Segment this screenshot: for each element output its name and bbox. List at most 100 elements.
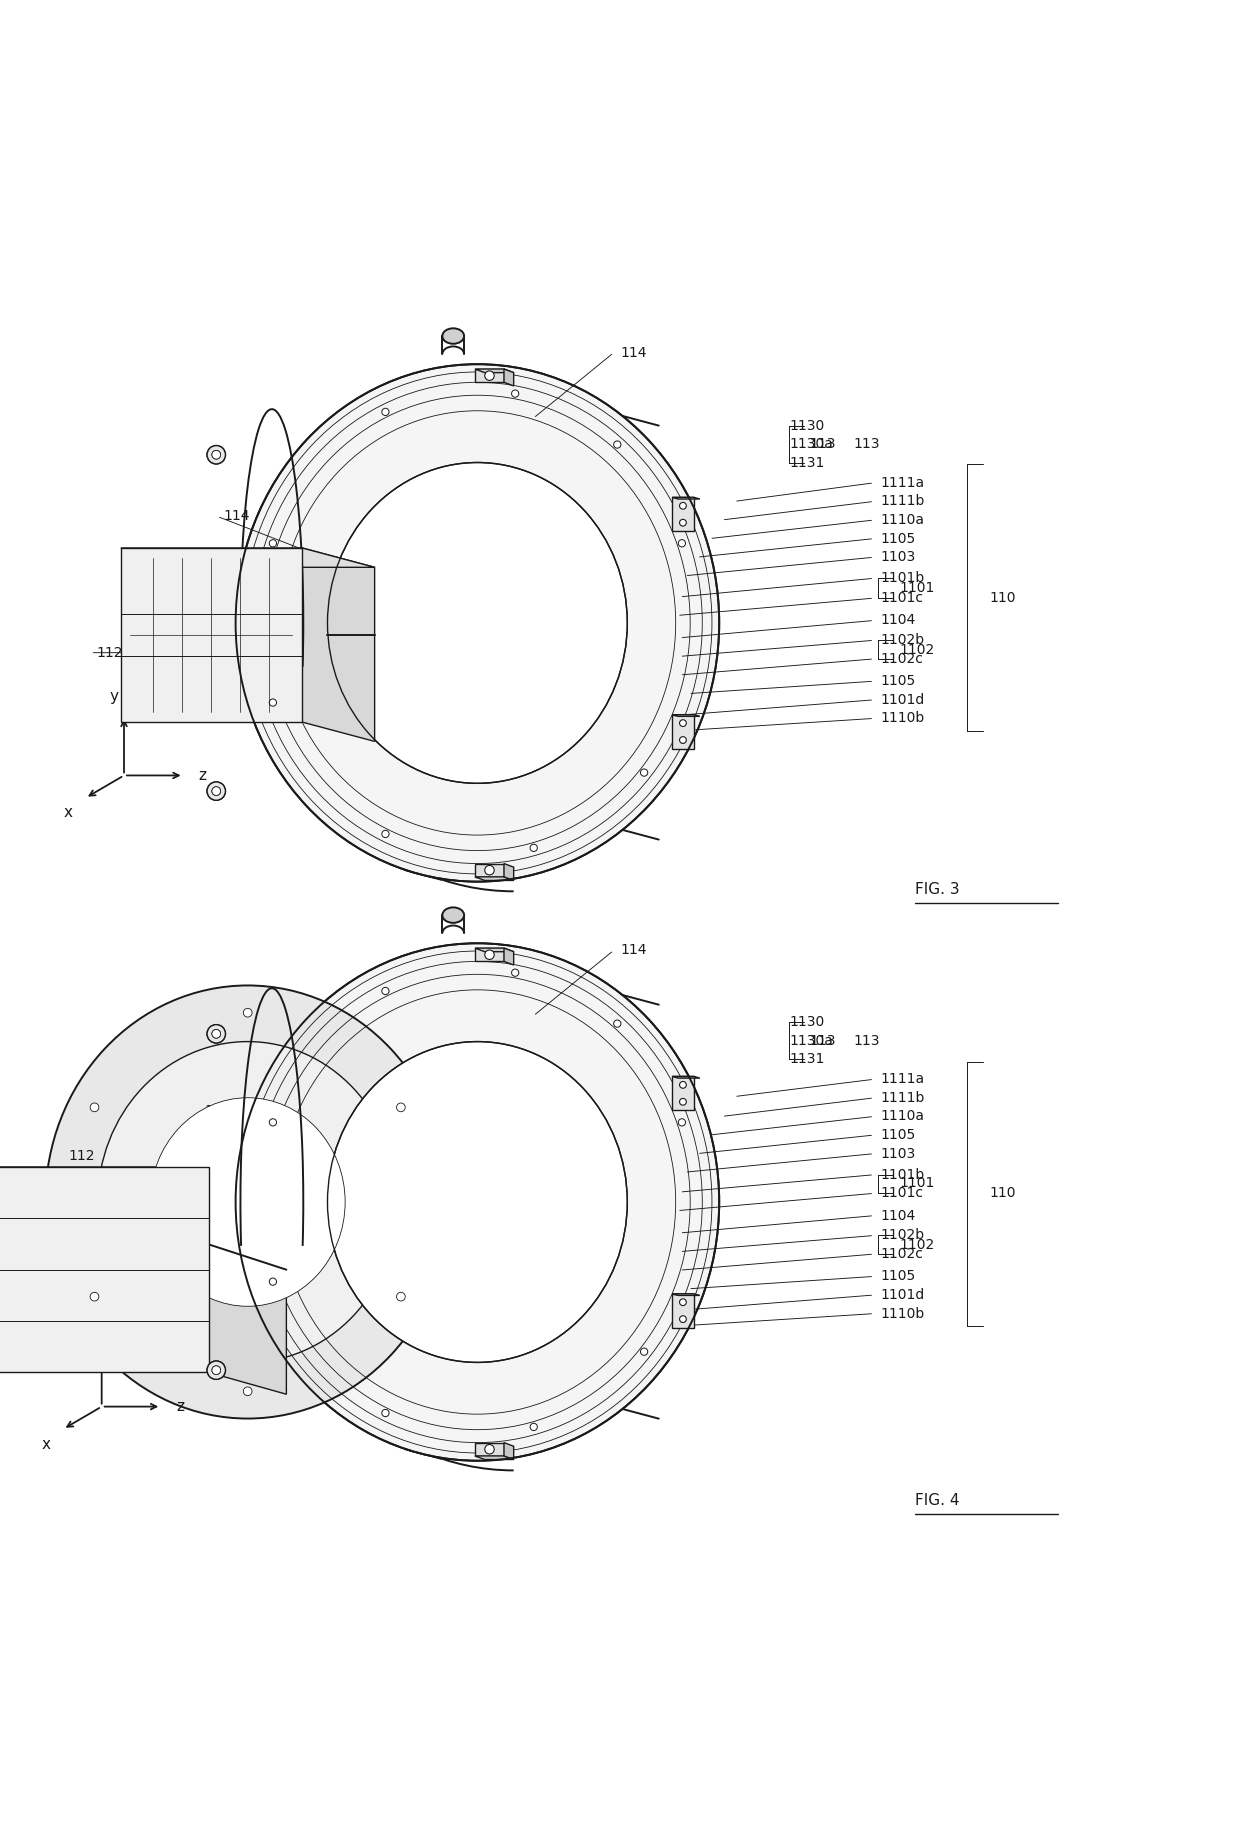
Circle shape xyxy=(382,831,389,838)
Circle shape xyxy=(212,450,221,460)
Text: x: x xyxy=(41,1436,50,1451)
Circle shape xyxy=(382,1408,389,1416)
Text: FIG. 4: FIG. 4 xyxy=(915,1493,960,1508)
Circle shape xyxy=(680,737,686,744)
Circle shape xyxy=(641,1348,647,1355)
Text: 114: 114 xyxy=(620,345,646,360)
Text: 110: 110 xyxy=(990,1187,1016,1200)
Circle shape xyxy=(207,445,226,463)
Circle shape xyxy=(680,1082,686,1089)
Circle shape xyxy=(382,988,389,995)
Text: 1122: 1122 xyxy=(118,1167,153,1180)
Text: 1104: 1104 xyxy=(880,613,915,628)
Text: 1101c: 1101c xyxy=(880,1187,924,1200)
Circle shape xyxy=(512,390,518,397)
Circle shape xyxy=(207,1361,226,1379)
Text: y: y xyxy=(87,1320,97,1335)
Polygon shape xyxy=(475,864,503,877)
Circle shape xyxy=(529,1423,537,1431)
Circle shape xyxy=(207,783,226,801)
Ellipse shape xyxy=(236,943,719,1460)
Circle shape xyxy=(641,770,647,775)
Text: 1130: 1130 xyxy=(790,419,825,432)
Polygon shape xyxy=(303,548,374,742)
Text: 1130a: 1130a xyxy=(790,1034,833,1049)
Ellipse shape xyxy=(150,1098,345,1307)
Text: 1104: 1104 xyxy=(880,1209,915,1222)
Circle shape xyxy=(207,1361,226,1379)
Text: 112,1122: 112,1122 xyxy=(97,646,162,659)
Text: 1130: 1130 xyxy=(790,1015,825,1030)
Text: 1101: 1101 xyxy=(899,581,935,594)
Circle shape xyxy=(485,951,495,960)
Circle shape xyxy=(269,539,277,546)
Polygon shape xyxy=(475,369,503,382)
Text: 1110a: 1110a xyxy=(880,1109,924,1124)
Circle shape xyxy=(397,1104,405,1111)
Text: 1105: 1105 xyxy=(880,1128,915,1143)
Polygon shape xyxy=(475,1442,503,1456)
Text: 1111a: 1111a xyxy=(880,476,925,489)
Text: 114: 114 xyxy=(205,1104,231,1119)
Text: 113: 113 xyxy=(810,1034,836,1049)
Text: 1103: 1103 xyxy=(880,1146,915,1161)
Circle shape xyxy=(269,1277,277,1285)
Circle shape xyxy=(614,441,621,449)
Circle shape xyxy=(485,1445,495,1455)
Ellipse shape xyxy=(443,329,464,343)
Text: 1110b: 1110b xyxy=(880,1307,925,1320)
Text: 1110b: 1110b xyxy=(880,711,925,725)
Text: 114: 114 xyxy=(620,943,646,958)
Polygon shape xyxy=(475,949,513,953)
Text: 114: 114 xyxy=(223,509,249,522)
Ellipse shape xyxy=(236,364,719,882)
Circle shape xyxy=(678,539,686,546)
Text: 1105: 1105 xyxy=(880,674,915,689)
Circle shape xyxy=(243,1008,252,1017)
Circle shape xyxy=(243,1386,252,1396)
Circle shape xyxy=(485,866,495,875)
Circle shape xyxy=(680,519,686,526)
Circle shape xyxy=(212,450,221,460)
Polygon shape xyxy=(503,949,513,965)
Polygon shape xyxy=(120,548,303,722)
Circle shape xyxy=(212,1366,221,1375)
Text: 1102: 1102 xyxy=(899,642,934,657)
Polygon shape xyxy=(503,864,513,881)
Text: 1130a: 1130a xyxy=(790,438,833,452)
Circle shape xyxy=(212,786,221,796)
Circle shape xyxy=(485,371,495,380)
Ellipse shape xyxy=(98,1041,398,1362)
Text: 1103: 1103 xyxy=(880,550,915,565)
Text: z: z xyxy=(176,1399,184,1414)
Text: 1101d: 1101d xyxy=(880,1289,925,1301)
Polygon shape xyxy=(672,1076,694,1109)
Polygon shape xyxy=(0,1167,210,1372)
Circle shape xyxy=(212,1030,221,1037)
Circle shape xyxy=(212,786,221,796)
Polygon shape xyxy=(210,1167,286,1394)
Text: 1102b: 1102b xyxy=(880,633,925,648)
Circle shape xyxy=(212,1030,221,1037)
Ellipse shape xyxy=(327,1041,627,1362)
Circle shape xyxy=(269,700,277,707)
Polygon shape xyxy=(475,949,503,962)
Text: 1131: 1131 xyxy=(790,1052,826,1067)
Text: x: x xyxy=(63,805,72,820)
Circle shape xyxy=(382,408,389,415)
Circle shape xyxy=(207,783,226,801)
Polygon shape xyxy=(672,714,694,748)
Circle shape xyxy=(212,1366,221,1375)
Text: 1101d: 1101d xyxy=(880,692,925,707)
Text: 113: 113 xyxy=(853,1034,879,1049)
Circle shape xyxy=(680,1300,686,1305)
Text: 1111b: 1111b xyxy=(880,1091,925,1106)
Polygon shape xyxy=(503,1442,513,1460)
Circle shape xyxy=(529,844,537,851)
Text: 1105: 1105 xyxy=(880,532,915,546)
Text: 112: 112 xyxy=(86,1176,112,1191)
Text: 1111b: 1111b xyxy=(880,495,925,508)
Circle shape xyxy=(512,969,518,977)
Text: 1101c: 1101c xyxy=(880,591,924,605)
Circle shape xyxy=(207,1025,226,1043)
